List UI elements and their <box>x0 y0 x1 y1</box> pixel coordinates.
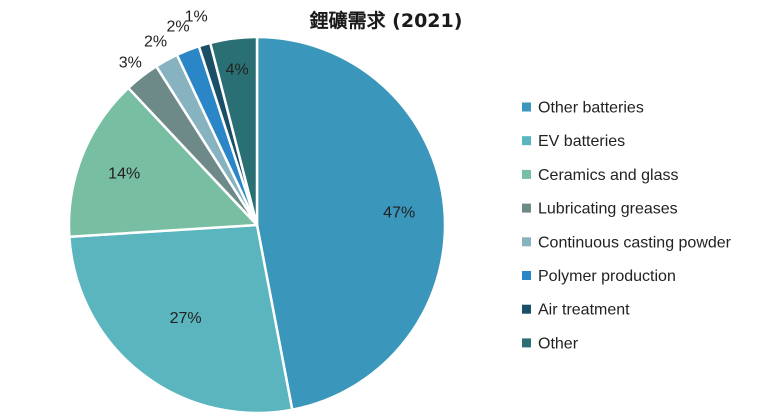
legend-label: Other <box>538 335 579 352</box>
legend-label: Ceramics and glass <box>538 167 679 184</box>
legend-swatch <box>522 203 531 213</box>
legend-swatch <box>522 102 531 112</box>
chart-title: 鋰礦需求 (2021) <box>310 9 463 32</box>
legend-swatch <box>522 271 531 280</box>
legend-label: Other batteries <box>538 100 644 117</box>
legend-label: Continuous casting powder <box>538 234 732 251</box>
legend-label: Air treatment <box>538 302 630 319</box>
data-label-other: 4% <box>226 61 249 78</box>
chart-legend: Other batteries EV batteries Ceramics and … <box>522 100 732 352</box>
data-label-continuous-casting-powder: 2% <box>144 34 167 51</box>
data-label-other-batteries: 47% <box>383 205 415 222</box>
data-label-polymer-production: 2% <box>167 19 190 36</box>
legend-swatch <box>522 136 531 146</box>
pie-labels: 47%27%14%3%2%2%1%4% <box>108 9 415 328</box>
pie-slices <box>67 35 447 415</box>
pie-slice-other-batteries <box>255 35 447 411</box>
legend-swatch <box>522 304 531 314</box>
legend-label: Lubricating greases <box>538 201 678 218</box>
data-label-ceramics-and-glass: 14% <box>108 165 140 182</box>
legend-swatch <box>522 237 531 247</box>
pie-slice-ev-batteries <box>68 223 294 415</box>
legend-label: Polymer production <box>538 268 676 285</box>
pie-slice-ceramics-and-glass <box>67 86 259 239</box>
data-label-air-treatment: 1% <box>185 9 208 26</box>
pie-slice-other <box>209 35 259 227</box>
legend-swatch <box>522 169 531 179</box>
legend-label: EV batteries <box>538 133 625 150</box>
data-label-ev-batteries: 27% <box>170 310 202 327</box>
legend-swatch <box>522 338 531 348</box>
data-label-lubricating-greases: 3% <box>119 55 142 72</box>
